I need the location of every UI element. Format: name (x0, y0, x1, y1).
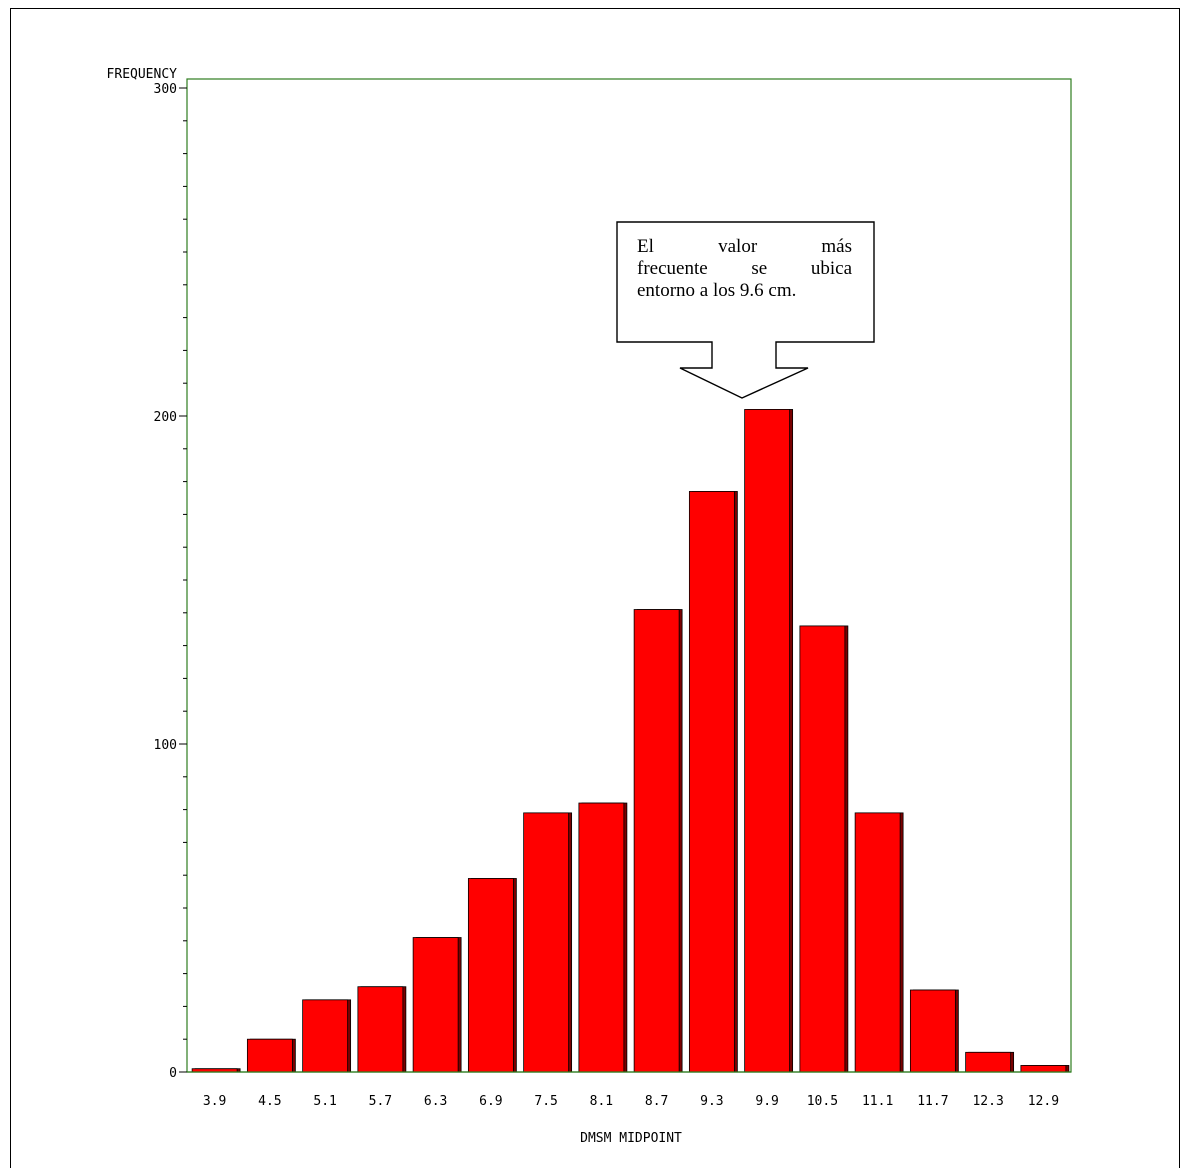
x-tick-label: 11.7 (917, 1094, 948, 1109)
x-tick-label: 7.5 (534, 1094, 557, 1109)
bar (357, 986, 404, 1073)
x-tick-label: 3.9 (203, 1094, 226, 1109)
x-tick-label: 5.7 (369, 1094, 392, 1109)
x-tick-label: 5.1 (313, 1094, 336, 1109)
y-tick-label: 300 (154, 82, 177, 97)
x-tick-label: 4.5 (258, 1094, 281, 1109)
bar (246, 1038, 293, 1073)
y-tick-label: 0 (169, 1066, 177, 1081)
x-axis-label: DMSM MIDPOINT (580, 1131, 682, 1146)
bar (523, 812, 570, 1073)
x-tick-label: 6.3 (424, 1094, 447, 1109)
x-tick-label: 9.3 (700, 1094, 723, 1109)
x-tick-label: 9.9 (755, 1094, 778, 1109)
x-tick-label: 10.5 (807, 1094, 838, 1109)
bar (467, 878, 514, 1073)
x-tick-label: 12.9 (1028, 1094, 1059, 1109)
bar (799, 625, 846, 1073)
x-tick-label: 8.7 (645, 1094, 668, 1109)
bar (302, 999, 349, 1073)
bar (688, 491, 735, 1073)
bar (909, 989, 956, 1073)
x-tick-label: 8.1 (590, 1094, 613, 1109)
bar (633, 609, 680, 1073)
x-tick-label: 6.9 (479, 1094, 502, 1109)
bar (744, 409, 791, 1073)
bar (965, 1051, 1012, 1073)
callout-arrow-box (616, 221, 875, 399)
bar (412, 937, 459, 1073)
bar (1020, 1065, 1067, 1073)
bar (578, 802, 625, 1073)
y-axis-label: FREQUENCY (107, 67, 178, 82)
x-tick-label: 12.3 (972, 1094, 1003, 1109)
page-frame (10, 8, 1180, 1168)
x-tick-label: 11.1 (862, 1094, 893, 1109)
bar (854, 812, 901, 1073)
y-tick-label: 100 (154, 738, 177, 753)
y-tick-label: 200 (154, 410, 177, 425)
